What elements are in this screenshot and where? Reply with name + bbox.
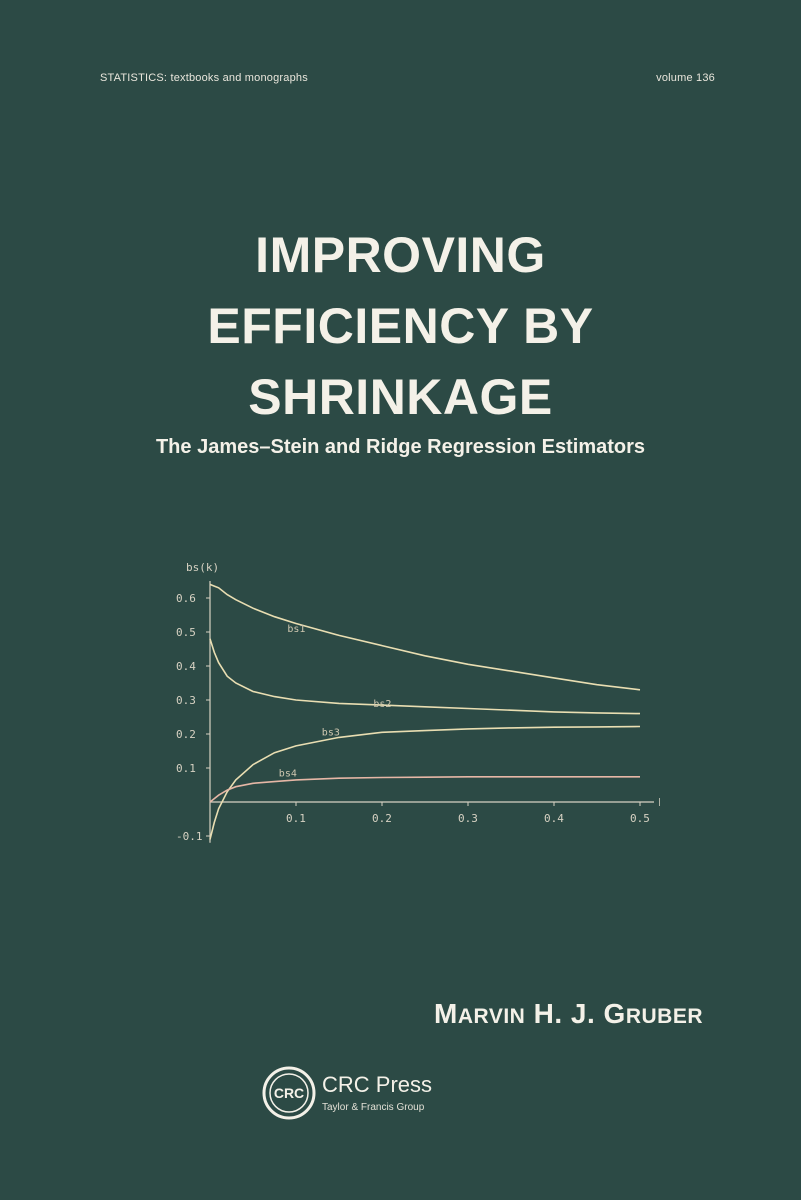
x-tick-label: 0.2 — [372, 812, 392, 825]
y-tick-label: 0.3 — [176, 694, 196, 707]
x-axis-label: k — [658, 796, 660, 809]
curve-bs4 — [209, 776, 640, 803]
crc-logo-text: CRC — [274, 1085, 304, 1101]
title-line-2: EFFICIENCY BY — [207, 298, 594, 354]
crc-logo-icon: CRC — [262, 1066, 316, 1120]
y-tick-label: 0.1 — [176, 762, 196, 775]
cover-plot: bs(k) k 0.6 0.5 0.4 0.3 0.2 0.1 -0.1 0.1 0.2 0.3 0.4… — [176, 561, 660, 843]
curve-bs1 — [209, 583, 641, 691]
book-title: IMPROVING EFFICIENCY BY SHRINKAGE — [0, 220, 801, 433]
curve-bs3 — [209, 725, 641, 840]
x-tick-label: 0.1 — [286, 812, 306, 825]
x-tick-label: 0.4 — [544, 812, 564, 825]
y-axis-label: bs(k) — [186, 561, 219, 574]
publisher-block: CRC CRC Press Taylor & Francis Group — [262, 1062, 522, 1132]
author-name: MARVIN H. J. GRUBER — [434, 998, 703, 1029]
publisher-tagline: Taylor & Francis Group — [322, 1102, 425, 1113]
book-subtitle: The James–Stein and Ridge Regression Est… — [155, 436, 646, 458]
volume-number: volume 136 — [656, 72, 715, 84]
curve-label-bs2: bs2 — [373, 699, 391, 710]
y-tick-label: 0.5 — [176, 626, 196, 639]
curve-label-bs1: bs1 — [287, 624, 305, 635]
curve-label-bs3: bs3 — [322, 728, 340, 739]
x-tick-label: 0.3 — [458, 812, 478, 825]
y-tick-label: 0.6 — [176, 592, 196, 605]
series-name: STATISTICS: textbooks and monographs — [100, 72, 308, 84]
title-line-1: IMPROVING — [255, 227, 546, 283]
curve-label-bs4: bs4 — [279, 769, 297, 780]
y-tick-label: 0.2 — [176, 728, 196, 741]
curve-bs2 — [209, 638, 641, 715]
y-tick-label: 0.4 — [176, 660, 196, 673]
y-tick-label: -0.1 — [176, 830, 203, 843]
title-line-3: SHRINKAGE — [248, 369, 553, 425]
publisher-name: CRC Press — [322, 1072, 433, 1097]
x-tick-label: 0.5 — [630, 812, 650, 825]
